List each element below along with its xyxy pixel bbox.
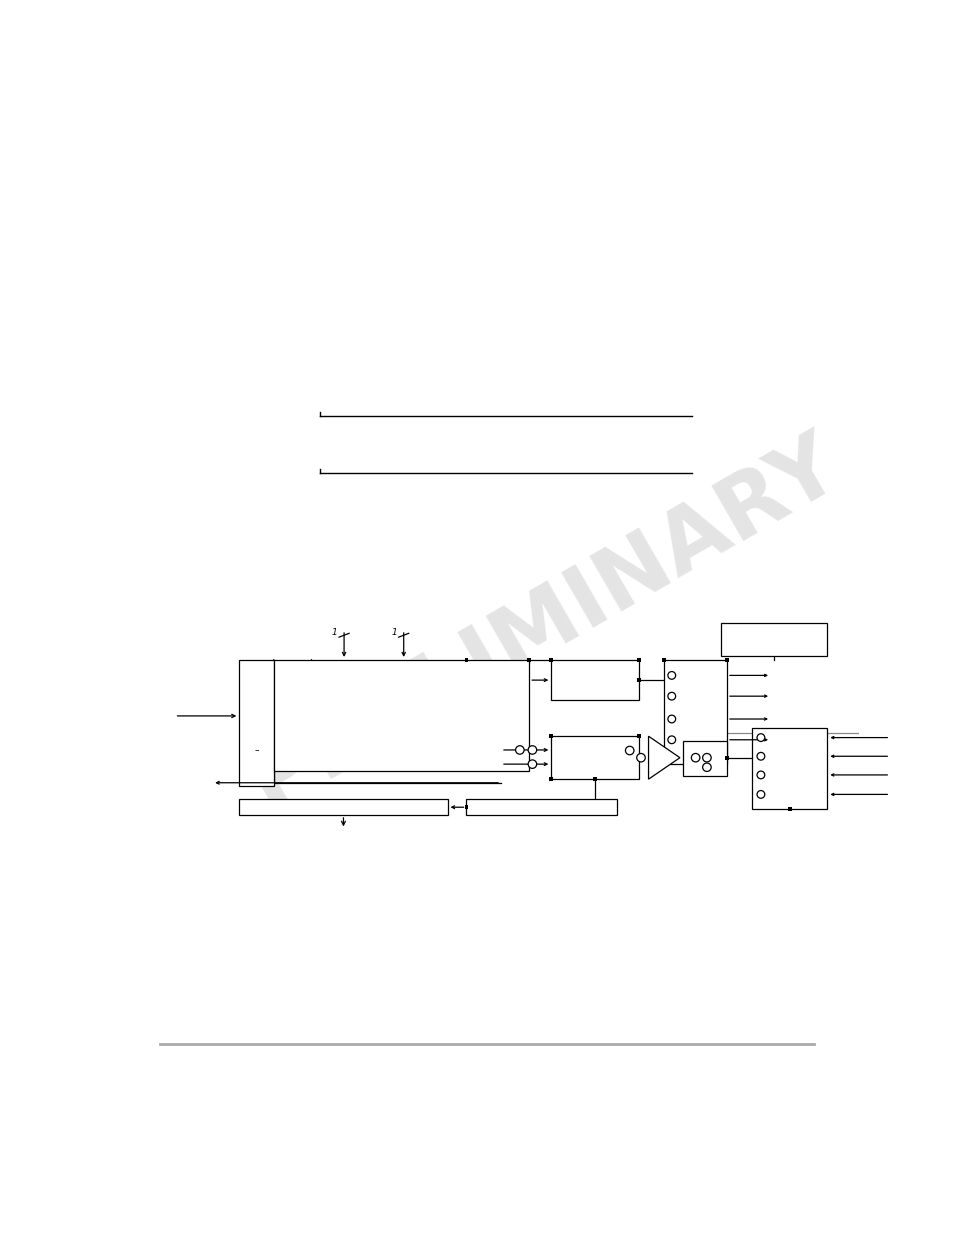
Bar — [661, 658, 665, 662]
Bar — [751, 727, 826, 809]
Bar — [724, 756, 728, 761]
Text: PRELIMINARY: PRELIMINARY — [234, 421, 853, 826]
Bar — [549, 658, 553, 662]
Bar — [464, 805, 468, 809]
Bar — [787, 808, 791, 811]
Bar — [593, 777, 597, 781]
Circle shape — [515, 746, 523, 755]
Bar — [466, 799, 617, 815]
Bar — [239, 799, 447, 815]
Bar — [551, 659, 639, 700]
Circle shape — [667, 715, 675, 722]
Circle shape — [702, 763, 710, 772]
Circle shape — [667, 693, 675, 700]
Bar — [549, 735, 553, 739]
Bar — [274, 659, 529, 771]
Bar — [637, 658, 640, 662]
Circle shape — [625, 746, 634, 755]
Bar — [527, 658, 531, 662]
Bar — [527, 658, 531, 662]
Polygon shape — [648, 736, 679, 779]
Bar — [682, 741, 726, 776]
Bar — [239, 659, 274, 787]
Bar — [663, 659, 726, 763]
Circle shape — [636, 753, 644, 762]
Bar — [724, 658, 728, 662]
Circle shape — [757, 790, 764, 798]
Bar — [464, 658, 468, 662]
Circle shape — [702, 753, 710, 762]
Text: 1: 1 — [332, 627, 337, 637]
Circle shape — [757, 734, 764, 741]
Circle shape — [757, 771, 764, 779]
Circle shape — [528, 746, 537, 755]
Circle shape — [757, 752, 764, 760]
Bar — [551, 736, 639, 779]
Circle shape — [667, 672, 675, 679]
Circle shape — [528, 760, 537, 768]
Circle shape — [691, 753, 700, 762]
Bar — [637, 735, 640, 739]
Text: 1: 1 — [392, 627, 397, 637]
Bar — [637, 678, 640, 682]
Bar — [549, 777, 553, 781]
Text: –: – — [254, 746, 258, 756]
Bar — [720, 622, 826, 656]
Circle shape — [667, 736, 675, 743]
